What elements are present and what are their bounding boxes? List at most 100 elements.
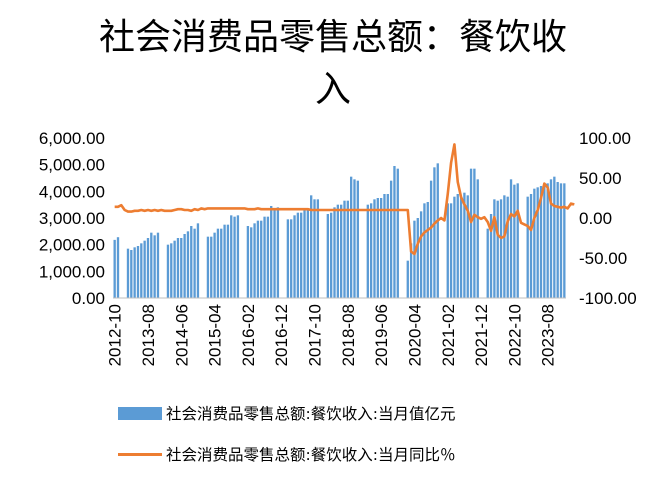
bar	[343, 200, 346, 298]
bar	[336, 204, 339, 298]
bar	[296, 212, 300, 298]
y-left-tick-label: 6,000.00	[39, 129, 105, 148]
chart-title-line-1: 社会消费品零售总额：餐饮收	[98, 17, 567, 58]
bar	[260, 220, 263, 298]
bar	[346, 200, 349, 298]
bar	[453, 196, 456, 298]
x-tick-label: 2014-06	[172, 304, 191, 366]
bar	[466, 195, 469, 298]
bar	[226, 224, 230, 298]
bar	[526, 196, 529, 298]
bar	[113, 239, 116, 298]
bar	[330, 212, 333, 298]
bar	[383, 194, 386, 298]
bar	[290, 219, 293, 298]
bar	[473, 168, 476, 298]
bar	[276, 207, 280, 298]
bar	[543, 183, 546, 298]
bar	[270, 206, 273, 298]
x-tick-label: 2022-10	[505, 304, 524, 366]
bar	[556, 182, 559, 298]
bar	[503, 195, 506, 298]
y-left-tick-label: 3,000.00	[39, 209, 105, 228]
bar	[216, 228, 220, 298]
y-right-tick-label: 100.00	[579, 129, 631, 148]
bar	[293, 215, 296, 298]
bar	[196, 223, 200, 298]
legend-item-line: 社会消费品零售总额:餐饮收入:当月同比％	[118, 443, 455, 465]
x-tick-label: 2015-04	[206, 304, 225, 366]
bar	[353, 179, 356, 298]
x-tick-label: 2016-02	[239, 304, 258, 366]
y-right-tick-label: -50.00	[579, 249, 627, 268]
bar	[193, 228, 196, 298]
bar	[173, 240, 176, 298]
x-tick-label: 2021-12	[472, 304, 491, 366]
bar	[436, 163, 439, 298]
bar	[529, 194, 533, 298]
bar	[176, 238, 180, 298]
bar	[386, 194, 389, 298]
bar	[306, 208, 310, 298]
bar	[146, 238, 150, 298]
bar	[273, 210, 276, 298]
bar	[313, 199, 316, 298]
bar	[449, 203, 453, 298]
x-tick-label: 2017-10	[306, 304, 325, 366]
bar	[489, 214, 493, 298]
bar	[506, 196, 509, 298]
bar	[393, 166, 396, 298]
bar	[263, 216, 266, 298]
bar-series	[113, 163, 566, 298]
bar	[333, 207, 336, 298]
legend-bar-label: 社会消费品零售总额:餐饮收入:当月值亿元	[166, 405, 456, 423]
bar	[463, 192, 466, 298]
bar	[429, 180, 433, 298]
bar	[373, 199, 376, 298]
y-right-tick-label: -100.00	[579, 289, 637, 308]
bar	[516, 183, 519, 298]
bar	[230, 215, 233, 298]
y-left-tick-label: 5,000.00	[39, 156, 105, 175]
bar	[459, 198, 463, 298]
bar	[250, 227, 253, 298]
legend-line-label: 社会消费品零售总额:餐饮收入:当月同比％	[166, 446, 456, 464]
legend-bar-swatch	[118, 406, 162, 420]
bar	[446, 203, 449, 298]
bar	[533, 188, 536, 298]
bar	[140, 243, 143, 298]
bar	[186, 231, 190, 298]
bar	[130, 250, 133, 298]
bar	[549, 179, 553, 298]
bar	[286, 219, 290, 298]
y-right-tick-label: 50.00	[579, 169, 622, 188]
bar	[536, 187, 539, 298]
bar	[413, 220, 416, 298]
bar	[303, 208, 306, 298]
bar	[409, 243, 413, 298]
bar	[133, 247, 136, 298]
x-tick-label: 2021-02	[439, 304, 458, 366]
bar	[340, 204, 343, 298]
bar	[156, 232, 160, 298]
bar	[183, 234, 186, 298]
x-tick-label: 2016-12	[272, 304, 291, 366]
bar	[396, 168, 399, 298]
bar	[300, 212, 303, 298]
bar	[143, 240, 146, 298]
bar	[220, 228, 223, 298]
bar	[513, 184, 516, 298]
bar	[433, 167, 436, 298]
x-tick-label: 2018-08	[339, 304, 358, 366]
bar	[499, 199, 503, 298]
y-right-tick-labels: -100.00 -50.00 0.00 50.00 100.00	[579, 129, 637, 308]
bar	[180, 238, 183, 298]
bar	[213, 232, 216, 298]
bar	[419, 211, 423, 298]
bar	[150, 232, 153, 298]
bar	[493, 199, 496, 298]
legend-item-bar: 社会消费品零售总额:餐饮收入:当月值亿元	[118, 402, 455, 424]
bar	[246, 226, 250, 298]
bar	[559, 183, 563, 298]
